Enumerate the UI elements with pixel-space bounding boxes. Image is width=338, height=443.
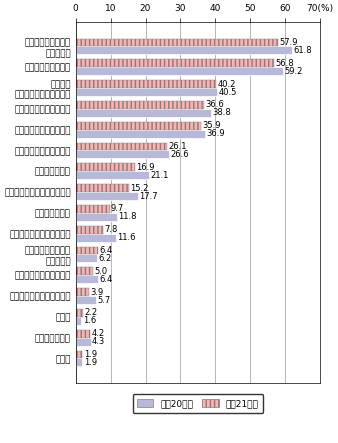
Text: 16.9: 16.9 [136, 163, 154, 172]
Bar [76, 233, 116, 241]
Text: 61.8: 61.8 [293, 46, 312, 55]
Text: 59.2: 59.2 [284, 67, 302, 76]
Bar [76, 213, 117, 221]
Bar [76, 101, 203, 109]
Text: 2.2: 2.2 [85, 308, 98, 318]
Text: 38.8: 38.8 [213, 109, 232, 117]
Bar [76, 350, 82, 358]
Bar [76, 88, 217, 96]
Bar [76, 205, 110, 213]
Text: 1.6: 1.6 [83, 316, 96, 325]
Text: 3.9: 3.9 [91, 288, 104, 297]
Text: 11.6: 11.6 [118, 233, 136, 242]
Bar [76, 143, 167, 151]
Text: 36.6: 36.6 [205, 101, 224, 109]
Bar [76, 226, 103, 233]
Bar [76, 247, 98, 254]
Text: 26.1: 26.1 [168, 142, 187, 151]
Bar [76, 47, 292, 54]
Bar [76, 163, 135, 171]
Text: 1.9: 1.9 [84, 350, 97, 359]
Text: 57.9: 57.9 [280, 38, 298, 47]
Text: 5.7: 5.7 [97, 295, 110, 304]
Text: 36.9: 36.9 [206, 129, 225, 138]
Text: 9.7: 9.7 [111, 204, 124, 214]
Text: 17.7: 17.7 [139, 191, 158, 201]
Bar [76, 338, 91, 346]
Bar [76, 317, 81, 325]
Text: 26.6: 26.6 [170, 150, 189, 159]
Text: 56.8: 56.8 [275, 59, 294, 68]
Bar [76, 184, 129, 192]
Text: 11.8: 11.8 [118, 212, 137, 222]
Bar [76, 109, 211, 117]
Bar [76, 59, 274, 67]
Bar [76, 296, 96, 304]
Text: 6.4: 6.4 [99, 275, 113, 284]
Text: 35.9: 35.9 [202, 121, 221, 130]
Bar [76, 358, 82, 366]
Bar [76, 80, 216, 88]
Bar [76, 171, 149, 179]
Text: 6.4: 6.4 [99, 246, 113, 255]
Text: 6.2: 6.2 [99, 254, 112, 263]
Bar [76, 330, 90, 338]
Bar [76, 268, 93, 275]
Bar [76, 192, 138, 200]
Text: 4.2: 4.2 [92, 329, 105, 338]
Bar [76, 309, 83, 317]
Bar [76, 275, 98, 283]
Bar [76, 288, 89, 296]
Bar [76, 151, 169, 159]
Text: 1.9: 1.9 [84, 358, 97, 367]
Text: 15.2: 15.2 [130, 184, 148, 193]
Bar [76, 122, 201, 130]
Bar [76, 39, 278, 47]
Bar [76, 254, 97, 262]
Text: 5.0: 5.0 [95, 267, 107, 276]
Bar [76, 67, 283, 75]
Legend: 平成20年末, 平成21年末: 平成20年末, 平成21年末 [132, 394, 263, 412]
Text: 4.3: 4.3 [92, 337, 105, 346]
Text: 7.8: 7.8 [104, 225, 118, 234]
Text: 21.1: 21.1 [151, 171, 169, 180]
Bar [76, 130, 204, 138]
Text: 40.2: 40.2 [218, 80, 236, 89]
Text: 40.5: 40.5 [219, 88, 237, 97]
